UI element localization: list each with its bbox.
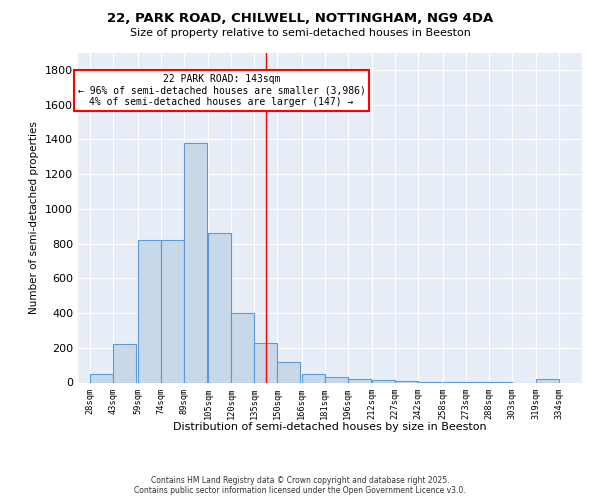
Text: Size of property relative to semi-detached houses in Beeston: Size of property relative to semi-detach… <box>130 28 470 38</box>
Bar <box>395 381 418 382</box>
Bar <box>231 313 254 382</box>
Bar <box>90 374 113 382</box>
X-axis label: Distribution of semi-detached houses by size in Beeston: Distribution of semi-detached houses by … <box>173 422 487 432</box>
Bar <box>208 233 231 382</box>
Bar <box>302 374 325 382</box>
Bar <box>161 240 184 382</box>
Bar <box>536 379 559 382</box>
Bar <box>347 379 371 382</box>
Bar <box>372 380 395 382</box>
Bar <box>277 362 300 382</box>
Text: 22, PARK ROAD, CHILWELL, NOTTINGHAM, NG9 4DA: 22, PARK ROAD, CHILWELL, NOTTINGHAM, NG9… <box>107 12 493 26</box>
Bar <box>184 143 206 382</box>
Bar <box>325 378 347 382</box>
Y-axis label: Number of semi-detached properties: Number of semi-detached properties <box>29 121 40 314</box>
Bar <box>254 344 277 382</box>
Bar <box>138 240 161 382</box>
Bar <box>113 344 136 383</box>
Text: Contains HM Land Registry data © Crown copyright and database right 2025.
Contai: Contains HM Land Registry data © Crown c… <box>134 476 466 495</box>
Text: 22 PARK ROAD: 143sqm
← 96% of semi-detached houses are smaller (3,986)
4% of sem: 22 PARK ROAD: 143sqm ← 96% of semi-detac… <box>78 74 365 107</box>
